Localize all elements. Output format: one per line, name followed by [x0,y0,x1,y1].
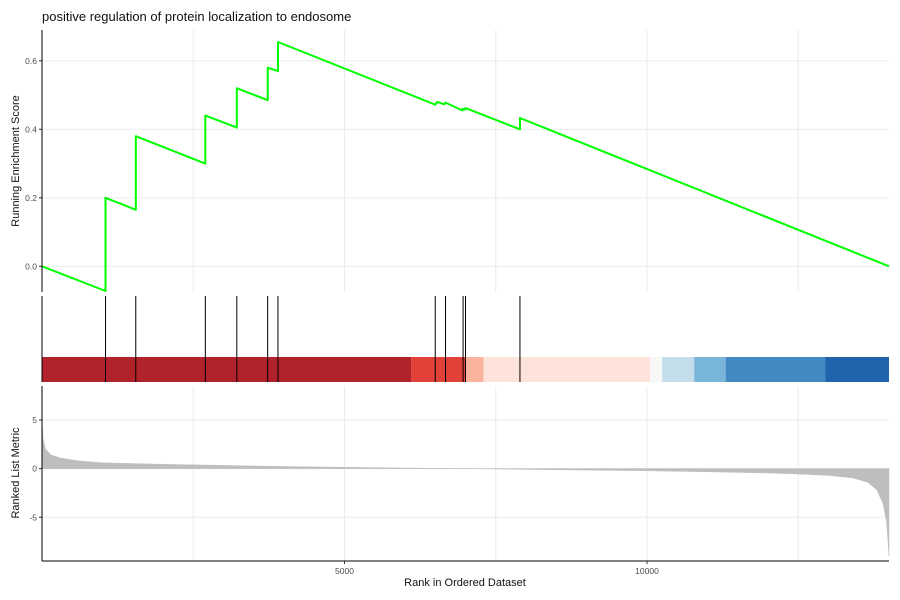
ranked-metric-grid [42,386,889,561]
y-tick-label: 0.0 [25,261,37,271]
x-tick-label: 10000 [635,566,659,576]
ranked-metric-panel: 5 0 -5 5000 10000 Ranked List Metric Rank i… [10,386,890,589]
rank-band [42,357,412,382]
x-axis-ticks: 5000 10000 [335,561,659,576]
chart-title: positive regulation of protein localizat… [42,9,351,24]
y-tick-label: -5 [29,512,37,522]
gene-hit-ticks [105,296,521,382]
enrichment-grid [42,30,889,292]
ranked-metric-y-axis-title: Ranked List Metric [10,427,22,519]
rank-band [825,357,889,382]
rank-band [725,357,826,382]
rank-band [465,357,484,382]
rank-band [483,357,651,382]
rank-band [650,357,663,382]
y-tick-label: 0 [32,464,37,474]
enrichment-y-ticks: 0.0 0.2 0.4 0.6 [25,56,42,271]
gene-hits-panel [41,296,889,382]
y-tick-label: 0.4 [25,124,37,134]
enrichment-score-line [41,41,890,292]
rank-band [662,357,695,382]
rank-band [694,357,726,382]
y-tick-label: 0.6 [25,56,37,66]
enrichment-line [41,41,890,292]
x-tick-label: 5000 [335,566,354,576]
y-tick-label: 0.2 [25,193,37,203]
ranked-metric-fill [41,419,890,557]
ranked-metric-area [41,419,890,557]
y-tick-label: 5 [32,415,37,425]
x-axis-title: Rank in Ordered Dataset [404,577,526,589]
rank-color-bar [42,357,889,382]
enrichment-y-axis-title: Running Enrichment Score [10,95,22,226]
rank-band [411,357,466,382]
enrichment-score-panel: 0.0 0.2 0.4 0.6 Running Enrichment Score [10,30,890,292]
ranked-metric-y-ticks: 5 0 -5 [29,415,42,522]
